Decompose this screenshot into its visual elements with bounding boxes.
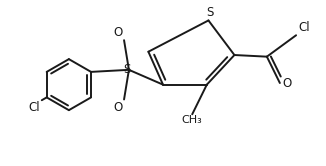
- Text: O: O: [113, 26, 123, 39]
- Text: CH₃: CH₃: [182, 115, 202, 125]
- Text: O: O: [282, 77, 292, 89]
- Text: O: O: [113, 101, 123, 114]
- Text: S: S: [124, 63, 131, 76]
- Text: S: S: [206, 6, 214, 19]
- Text: Cl: Cl: [298, 21, 310, 34]
- Text: Cl: Cl: [29, 101, 40, 114]
